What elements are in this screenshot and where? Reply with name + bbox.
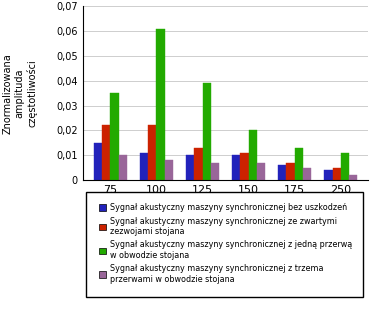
- X-axis label: Częstotliwość [Hz]: Częstotliwość [Hz]: [168, 199, 283, 211]
- Bar: [148, 125, 156, 180]
- Bar: [295, 148, 303, 180]
- Text: Znormalizowana
amplituda
częstotliwości: Znormalizowana amplituda częstotliwości: [3, 53, 37, 134]
- Bar: [119, 155, 127, 180]
- Legend: Sygnał akustyczny maszyny synchronicznej bez uszkodzeń, Sygnał akustyczny maszyn: Sygnał akustyczny maszyny synchronicznej…: [95, 199, 356, 288]
- Bar: [102, 125, 111, 180]
- Bar: [111, 93, 119, 180]
- Bar: [194, 148, 203, 180]
- Bar: [165, 160, 173, 180]
- Bar: [232, 155, 240, 180]
- Bar: [240, 153, 249, 180]
- Bar: [257, 163, 265, 180]
- Bar: [203, 83, 211, 180]
- Bar: [140, 153, 148, 180]
- Bar: [349, 175, 358, 180]
- Bar: [303, 168, 311, 180]
- Bar: [341, 153, 349, 180]
- Bar: [211, 163, 219, 180]
- Bar: [332, 168, 341, 180]
- Bar: [156, 29, 165, 180]
- Bar: [278, 165, 287, 180]
- Bar: [287, 163, 295, 180]
- Bar: [324, 170, 332, 180]
- Bar: [186, 155, 194, 180]
- Bar: [94, 143, 102, 180]
- Bar: [249, 130, 257, 180]
